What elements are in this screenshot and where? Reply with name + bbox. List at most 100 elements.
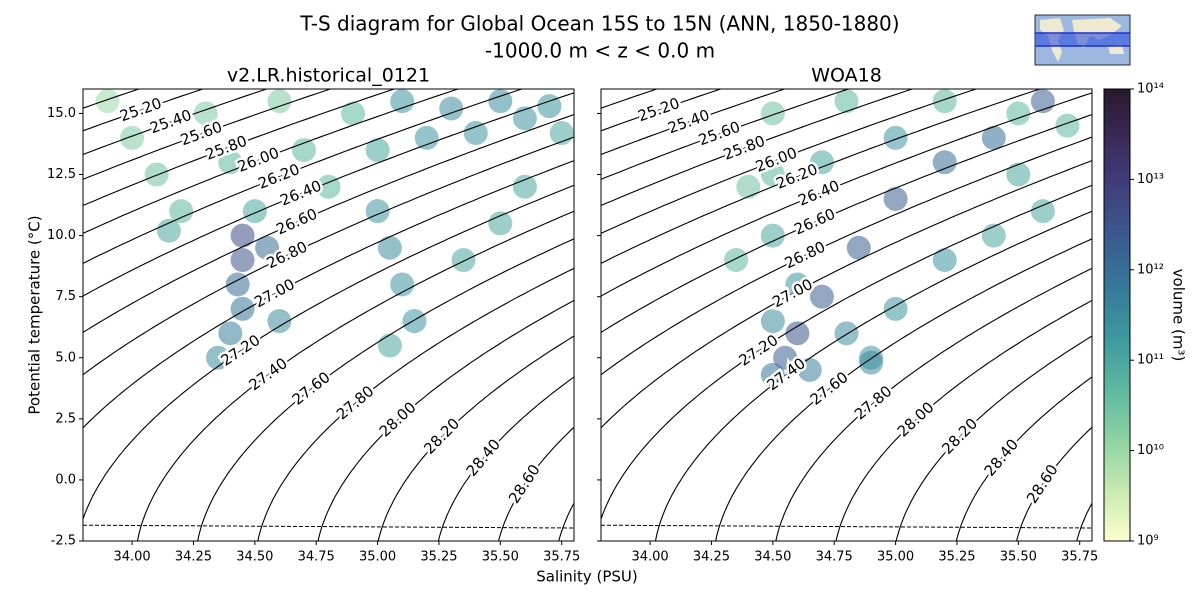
volume-point bbox=[267, 89, 292, 114]
density-contour bbox=[257, 267, 574, 541]
y-tick-label: 15.0 bbox=[47, 106, 76, 121]
density-contour bbox=[83, 136, 574, 376]
density-contour bbox=[83, 89, 332, 180]
volume-point bbox=[932, 248, 957, 273]
volume-point bbox=[773, 345, 798, 370]
volume-point bbox=[390, 272, 415, 297]
x-tick-label: 35.75 bbox=[1061, 550, 1098, 565]
density-contour bbox=[377, 335, 574, 541]
volume-point bbox=[377, 235, 402, 260]
volume-point bbox=[834, 321, 859, 346]
volume-point bbox=[206, 345, 231, 370]
colorbar-tick-label: 10¹⁰ bbox=[1137, 443, 1164, 458]
volume-point bbox=[365, 138, 390, 163]
colorbar-tick-label: 10¹³ bbox=[1137, 172, 1164, 187]
axes-frame bbox=[82, 88, 575, 542]
volume-point bbox=[785, 321, 810, 346]
volume-point bbox=[439, 96, 464, 121]
contour-label: 28.60 bbox=[505, 461, 544, 507]
chart-subtitle: -1000.0 m < z < 0.0 m bbox=[485, 39, 715, 63]
volume-point bbox=[488, 211, 513, 236]
density-contour bbox=[601, 89, 787, 156]
density-contour bbox=[83, 113, 574, 334]
density-contour bbox=[601, 89, 978, 234]
volume-point bbox=[785, 272, 810, 297]
volume-point bbox=[1030, 199, 1055, 224]
volume-point bbox=[981, 125, 1006, 150]
volume-point bbox=[225, 272, 250, 297]
density-contour bbox=[83, 92, 574, 297]
density-contour bbox=[895, 335, 1092, 541]
density-contour bbox=[601, 89, 850, 180]
volume-point bbox=[341, 101, 366, 126]
x-tick-label: 34.50 bbox=[754, 550, 791, 565]
x-tick-label: 35.00 bbox=[877, 550, 914, 565]
density-contour bbox=[197, 238, 574, 541]
volume-point bbox=[760, 223, 785, 248]
chart-title: T-S diagram for Global Ocean 15S to 15N … bbox=[299, 12, 899, 36]
y-tick-label: 7.5 bbox=[55, 289, 76, 304]
density-contour bbox=[601, 160, 1092, 429]
volume-point bbox=[760, 101, 785, 126]
volume-point bbox=[144, 162, 169, 187]
volume-point bbox=[760, 309, 785, 334]
density-contour bbox=[83, 160, 574, 429]
density-contour bbox=[601, 92, 1092, 297]
volume-point bbox=[809, 150, 834, 175]
y-tick-label: 5.0 bbox=[55, 350, 76, 365]
density-contour bbox=[437, 376, 574, 541]
volume-point bbox=[512, 174, 537, 199]
density-contour bbox=[83, 184, 574, 521]
colorbar bbox=[1103, 88, 1131, 542]
panel-title: v2.LR.historical_0121 bbox=[227, 65, 430, 87]
density-contour bbox=[1016, 426, 1092, 541]
y-tick-label: 12.5 bbox=[47, 167, 76, 182]
volume-point bbox=[255, 235, 280, 260]
x-tick-label: 35.00 bbox=[359, 550, 396, 565]
density-contour bbox=[835, 299, 1092, 541]
contour-label: 28.00 bbox=[894, 398, 938, 440]
volume-point bbox=[169, 199, 194, 224]
volume-point bbox=[120, 125, 145, 150]
density-contour bbox=[83, 89, 396, 207]
x-tick-label: 35.25 bbox=[420, 550, 457, 565]
density-contour bbox=[317, 299, 574, 541]
contour-label: 27.60 bbox=[289, 368, 334, 409]
x-tick-label: 35.50 bbox=[1000, 550, 1037, 565]
x-tick-label: 34.75 bbox=[816, 550, 853, 565]
x-tick-label: 34.25 bbox=[693, 550, 730, 565]
contour-label: 28.60 bbox=[1023, 461, 1062, 507]
volume-point bbox=[809, 284, 834, 309]
density-contour bbox=[601, 184, 1092, 521]
volume-point bbox=[981, 223, 1006, 248]
contour-label: 28.40 bbox=[981, 435, 1022, 479]
x-axis-label: Salinity (PSU) bbox=[536, 568, 638, 586]
x-tick-label: 34.00 bbox=[631, 550, 668, 565]
contour-label: 28.00 bbox=[376, 398, 420, 440]
density-contour bbox=[83, 89, 524, 264]
density-contour bbox=[601, 89, 1042, 264]
x-tick-label: 35.50 bbox=[482, 550, 519, 565]
volume-point bbox=[859, 350, 884, 375]
axes-frame bbox=[600, 88, 1093, 542]
x-tick-label: 35.25 bbox=[938, 550, 975, 565]
colorbar-tick-label: 10¹⁴ bbox=[1137, 82, 1164, 97]
density-contour bbox=[498, 426, 574, 541]
volume-point bbox=[377, 333, 402, 358]
volume-point bbox=[1006, 101, 1031, 126]
contour-label: 27.80 bbox=[851, 382, 895, 423]
contour-label: 28.20 bbox=[938, 415, 981, 458]
volume-point bbox=[834, 89, 859, 114]
density-contour bbox=[601, 89, 659, 109]
y-tick-label: -2.5 bbox=[51, 534, 76, 549]
volume-point bbox=[402, 309, 427, 334]
volume-point bbox=[1006, 162, 1031, 187]
y-tick-label: 10.0 bbox=[47, 228, 76, 243]
volume-point bbox=[760, 162, 785, 187]
y-axis-label: Potential temperature (°C) bbox=[26, 215, 44, 414]
volume-point bbox=[267, 309, 292, 334]
density-contour bbox=[955, 376, 1092, 541]
volume-point bbox=[537, 94, 562, 119]
volume-point bbox=[316, 174, 341, 199]
